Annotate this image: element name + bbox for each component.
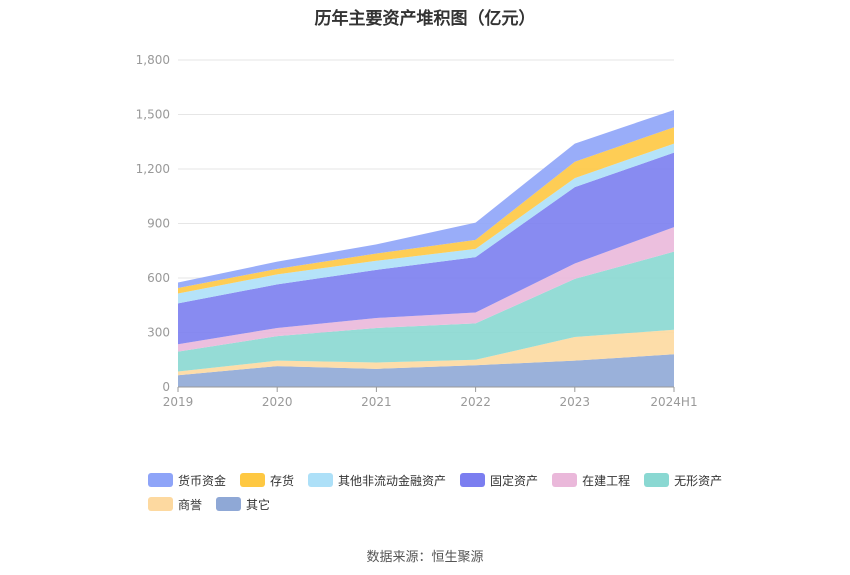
area-货币资金 — [178, 109, 674, 288]
y-tick-label: 300 — [147, 326, 170, 340]
legend-swatch — [308, 473, 334, 487]
x-tick-label: 2021 — [361, 395, 392, 409]
area-series — [178, 109, 674, 387]
area-其他非流动金融资产 — [178, 143, 674, 304]
legend-item[interactable]: 其他非流动金融资产 — [308, 472, 446, 488]
area-无形资产 — [178, 251, 674, 372]
legend-label: 其他非流动金融资产 — [338, 473, 447, 488]
legend-label: 存货 — [270, 473, 295, 488]
legend-label: 商誉 — [178, 497, 203, 512]
x-tick-label: 2024H1 — [650, 395, 697, 409]
data-source: 数据来源：恒生聚源 — [366, 550, 484, 565]
legend-swatch — [148, 473, 173, 487]
y-tick-label: 0 — [162, 380, 170, 394]
legend-swatch — [644, 473, 670, 487]
legend-swatch — [216, 497, 242, 511]
legend-label: 货币资金 — [178, 473, 227, 488]
x-tick-label: 2022 — [460, 395, 491, 409]
y-tick-label: 1,800 — [136, 53, 170, 67]
y-tick-label: 600 — [147, 271, 170, 285]
stacked-area-chart: 0 300 600 900 1,200 1,500 1,800 2019 2020 2021 202… — [136, 53, 698, 409]
y-tick-label: 1,200 — [136, 162, 170, 176]
y-tick-label: 900 — [147, 217, 170, 231]
legend-label: 固定资产 — [490, 473, 539, 488]
legend-item[interactable]: 其它 — [216, 496, 270, 512]
legend-swatch — [552, 473, 578, 487]
legend: 货币资金 存货 其他非流动金融资产 固定资产 在建工程 无形资产商誉 其它 — [148, 472, 748, 512]
legend-swatch — [240, 473, 266, 487]
area-固定资产 — [178, 152, 674, 345]
y-tick-label: 1,500 — [136, 108, 170, 122]
legend-item[interactable]: 在建工程 — [552, 472, 630, 488]
legend-item[interactable]: 商誉 — [148, 496, 202, 512]
legend-label: 无形资产 — [674, 473, 723, 488]
area-商誉 — [178, 329, 674, 376]
area-在建工程 — [178, 227, 674, 352]
area-其它 — [178, 354, 674, 387]
x-tick-label: 2020 — [262, 395, 293, 409]
legend-swatch — [148, 497, 173, 511]
legend-item[interactable]: 货币资金 — [148, 472, 226, 488]
x-tick-label: 2023 — [560, 395, 591, 409]
chart-title: 历年主要资产堆积图（亿元） — [314, 9, 536, 29]
x-tick-label: 2019 — [163, 395, 194, 409]
legend-label: 其它 — [246, 497, 271, 512]
axes: 0 300 600 900 1,200 1,500 1,800 2019 2020 2021 202… — [136, 53, 698, 409]
legend-item[interactable]: 无形资产 — [644, 472, 722, 488]
legend-item[interactable]: 存货 — [240, 472, 294, 488]
legend-label: 在建工程 — [582, 473, 631, 488]
legend-swatch — [460, 473, 486, 487]
legend-item[interactable]: 固定资产 — [460, 472, 538, 488]
